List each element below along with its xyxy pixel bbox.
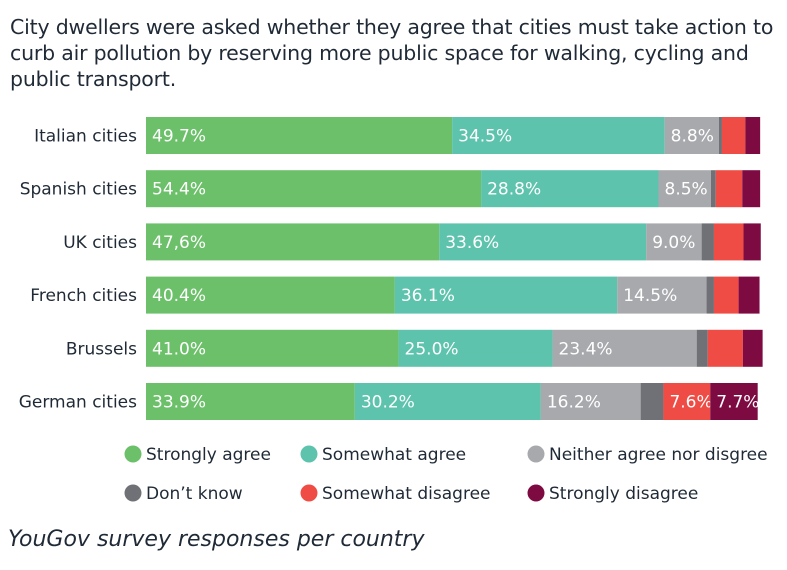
bar-segment xyxy=(721,117,746,154)
legend-label: Somewhat disagree xyxy=(322,484,491,504)
bar-segment xyxy=(146,117,453,154)
bar-segment xyxy=(146,223,440,261)
data-label: 9.0% xyxy=(652,233,695,253)
data-label: 34.5% xyxy=(458,127,512,147)
data-label: 16.2% xyxy=(547,393,601,413)
data-label: 49.7% xyxy=(152,127,206,147)
bar-segment xyxy=(664,117,719,154)
bar-segment xyxy=(743,223,761,261)
bar-segment xyxy=(713,223,744,261)
legend-label: Strongly agree xyxy=(146,445,271,465)
bar-segment xyxy=(718,117,722,154)
legend-swatch xyxy=(300,445,318,463)
data-label: 40.4% xyxy=(152,286,206,306)
legend-swatch xyxy=(124,445,142,463)
data-label: 7.7% xyxy=(716,393,759,413)
bar-segment xyxy=(354,383,541,420)
data-label: 54.4% xyxy=(152,180,206,200)
chart-title: City dwellers were asked whether they ag… xyxy=(10,15,774,91)
bar-segment xyxy=(713,276,739,314)
bar-segment xyxy=(742,329,763,367)
bar-segment xyxy=(715,170,743,208)
category-label: UK cities xyxy=(63,233,137,253)
category-label: Italian cities xyxy=(34,127,137,147)
bar-segment xyxy=(617,276,707,314)
bar-segment xyxy=(745,117,761,154)
bar-segment xyxy=(540,383,641,420)
data-label: 36.1% xyxy=(401,286,455,306)
data-label: 8.5% xyxy=(665,180,708,200)
data-label: 33.6% xyxy=(445,233,499,253)
category-label: Spanish cities xyxy=(20,180,137,200)
source-caption: YouGov survey responses per country xyxy=(8,527,425,552)
data-label: 30.2% xyxy=(361,393,415,413)
legend-swatch xyxy=(527,484,545,502)
bar-segment xyxy=(394,276,618,314)
data-label: 41.0% xyxy=(152,339,206,359)
data-label: 28.8% xyxy=(487,180,541,200)
bar-segment xyxy=(146,383,355,420)
data-label: 8.8% xyxy=(671,127,714,147)
bar-segment xyxy=(481,170,659,208)
legend-swatch xyxy=(300,484,318,502)
data-label: 7.6% xyxy=(669,393,712,413)
bar-segment xyxy=(640,383,664,420)
bar-segment xyxy=(552,329,697,367)
data-label: 47,6% xyxy=(152,233,206,253)
data-label: 14.5% xyxy=(623,286,677,306)
bar-segment xyxy=(439,223,647,261)
bar-segment xyxy=(738,276,760,314)
bar-segment xyxy=(452,117,665,154)
bar-segment xyxy=(146,329,399,367)
category-label: German cities xyxy=(19,393,137,413)
legend-label: Don’t know xyxy=(146,484,243,504)
bar-segment xyxy=(706,276,714,314)
bar-segment xyxy=(696,329,708,367)
legend-label: Somewhat agree xyxy=(322,445,466,465)
bar-segment xyxy=(710,383,758,420)
data-label: 23.4% xyxy=(559,339,613,359)
bar-segment xyxy=(658,170,711,208)
bar-segment xyxy=(646,223,702,261)
stacked-bar-chart: Italian cities 49.7% 34.5% 8.8% Spanish citi… xyxy=(19,117,768,504)
legend-swatch xyxy=(527,445,545,463)
bar-segment xyxy=(146,170,482,208)
category-label: French cities xyxy=(30,286,137,306)
legend-label: Neither agree nor disgree xyxy=(549,445,768,465)
legend-swatch xyxy=(124,484,142,502)
bar-segment xyxy=(663,383,711,420)
legend-label: Strongly disagree xyxy=(549,484,698,504)
bar-segment xyxy=(398,329,553,367)
category-label: Brussels xyxy=(66,339,137,359)
bar-segment xyxy=(710,170,716,208)
bar-segment xyxy=(146,276,395,314)
data-label: 33.9% xyxy=(152,393,206,413)
bar-segment xyxy=(707,329,743,367)
data-label: 25.0% xyxy=(405,339,459,359)
bar-segment xyxy=(742,170,761,208)
bar-segment xyxy=(701,223,714,261)
